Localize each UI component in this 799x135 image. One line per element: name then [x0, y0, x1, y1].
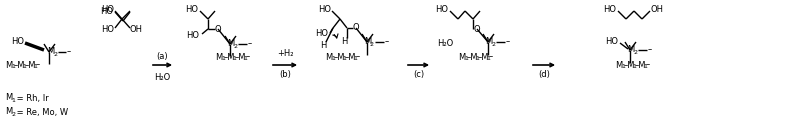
Text: M: M	[227, 40, 234, 48]
Text: 1: 1	[353, 57, 357, 62]
Text: 2: 2	[633, 50, 637, 55]
Text: 1: 1	[331, 57, 335, 62]
Text: –: –	[648, 45, 652, 55]
Text: –: –	[356, 53, 360, 62]
Text: –: –	[489, 53, 493, 62]
Text: (b): (b)	[279, 70, 291, 78]
Text: 1: 1	[342, 57, 346, 62]
Text: M: M	[627, 45, 634, 55]
Text: HO: HO	[101, 6, 114, 14]
Text: –: –	[646, 60, 650, 70]
Text: 1: 1	[11, 97, 15, 102]
Text: OH: OH	[129, 24, 142, 33]
Text: M: M	[5, 107, 12, 117]
Text: HO: HO	[316, 28, 328, 38]
Text: –M: –M	[635, 60, 646, 70]
Text: –M: –M	[624, 60, 635, 70]
Text: = Re, Mo, W: = Re, Mo, W	[14, 107, 68, 117]
Text: (a): (a)	[157, 53, 169, 62]
Text: 1: 1	[232, 57, 236, 62]
Text: M: M	[364, 38, 372, 46]
Text: = Rh, Ir: = Rh, Ir	[14, 94, 49, 102]
Text: –: –	[385, 38, 389, 46]
Text: M: M	[615, 60, 622, 70]
Text: HO: HO	[435, 6, 448, 14]
Text: O: O	[352, 23, 360, 33]
Text: M: M	[5, 94, 12, 102]
Text: O: O	[215, 24, 221, 33]
Text: –: –	[67, 48, 71, 57]
Text: HO: HO	[185, 6, 198, 14]
Text: –M: –M	[334, 53, 345, 62]
Text: 1: 1	[22, 65, 26, 70]
Text: 1: 1	[243, 57, 247, 62]
Text: 1: 1	[486, 57, 490, 62]
Text: H: H	[320, 40, 326, 50]
Text: +H₂: +H₂	[276, 48, 293, 58]
Text: OH: OH	[650, 6, 663, 14]
Text: HO: HO	[101, 8, 113, 16]
Text: (c): (c)	[413, 70, 424, 78]
Text: 2: 2	[370, 41, 374, 46]
Text: –M: –M	[345, 53, 356, 62]
Text: HO: HO	[186, 31, 200, 40]
Text: 1: 1	[643, 65, 647, 70]
Text: 1: 1	[221, 57, 225, 62]
Text: –M: –M	[467, 53, 479, 62]
Text: M: M	[485, 38, 492, 46]
Text: –M: –M	[224, 53, 236, 62]
Text: M: M	[5, 60, 12, 70]
Text: –M: –M	[14, 60, 26, 70]
Text: HO: HO	[11, 38, 25, 46]
Text: HO: HO	[603, 6, 617, 14]
Text: M: M	[458, 53, 465, 62]
Text: 2: 2	[491, 41, 495, 46]
Text: –M: –M	[235, 53, 247, 62]
FancyArrowPatch shape	[332, 34, 338, 38]
Text: –: –	[506, 38, 511, 46]
Text: M: M	[47, 48, 54, 57]
Text: –M: –M	[478, 53, 490, 62]
Text: M: M	[215, 53, 222, 62]
Text: 1: 1	[11, 65, 15, 70]
Text: 1: 1	[632, 65, 636, 70]
Text: 1: 1	[33, 65, 37, 70]
Text: H₂O: H₂O	[154, 72, 171, 82]
Text: HO: HO	[606, 38, 618, 46]
Text: 2: 2	[53, 51, 57, 57]
Text: 1: 1	[464, 57, 468, 62]
Text: –: –	[246, 53, 250, 62]
Text: –: –	[36, 60, 40, 70]
Text: –M: –M	[25, 60, 37, 70]
Text: HO: HO	[319, 6, 332, 14]
Text: 1: 1	[621, 65, 625, 70]
Text: 2: 2	[11, 112, 15, 117]
Text: 2: 2	[233, 43, 237, 48]
Text: HO: HO	[101, 24, 114, 33]
Text: O: O	[474, 24, 480, 33]
Text: H: H	[341, 38, 348, 46]
Text: M: M	[325, 53, 332, 62]
Text: –: –	[248, 40, 252, 48]
Text: (d): (d)	[538, 70, 550, 78]
Text: H₂O: H₂O	[437, 40, 453, 48]
Text: 1: 1	[475, 57, 479, 62]
